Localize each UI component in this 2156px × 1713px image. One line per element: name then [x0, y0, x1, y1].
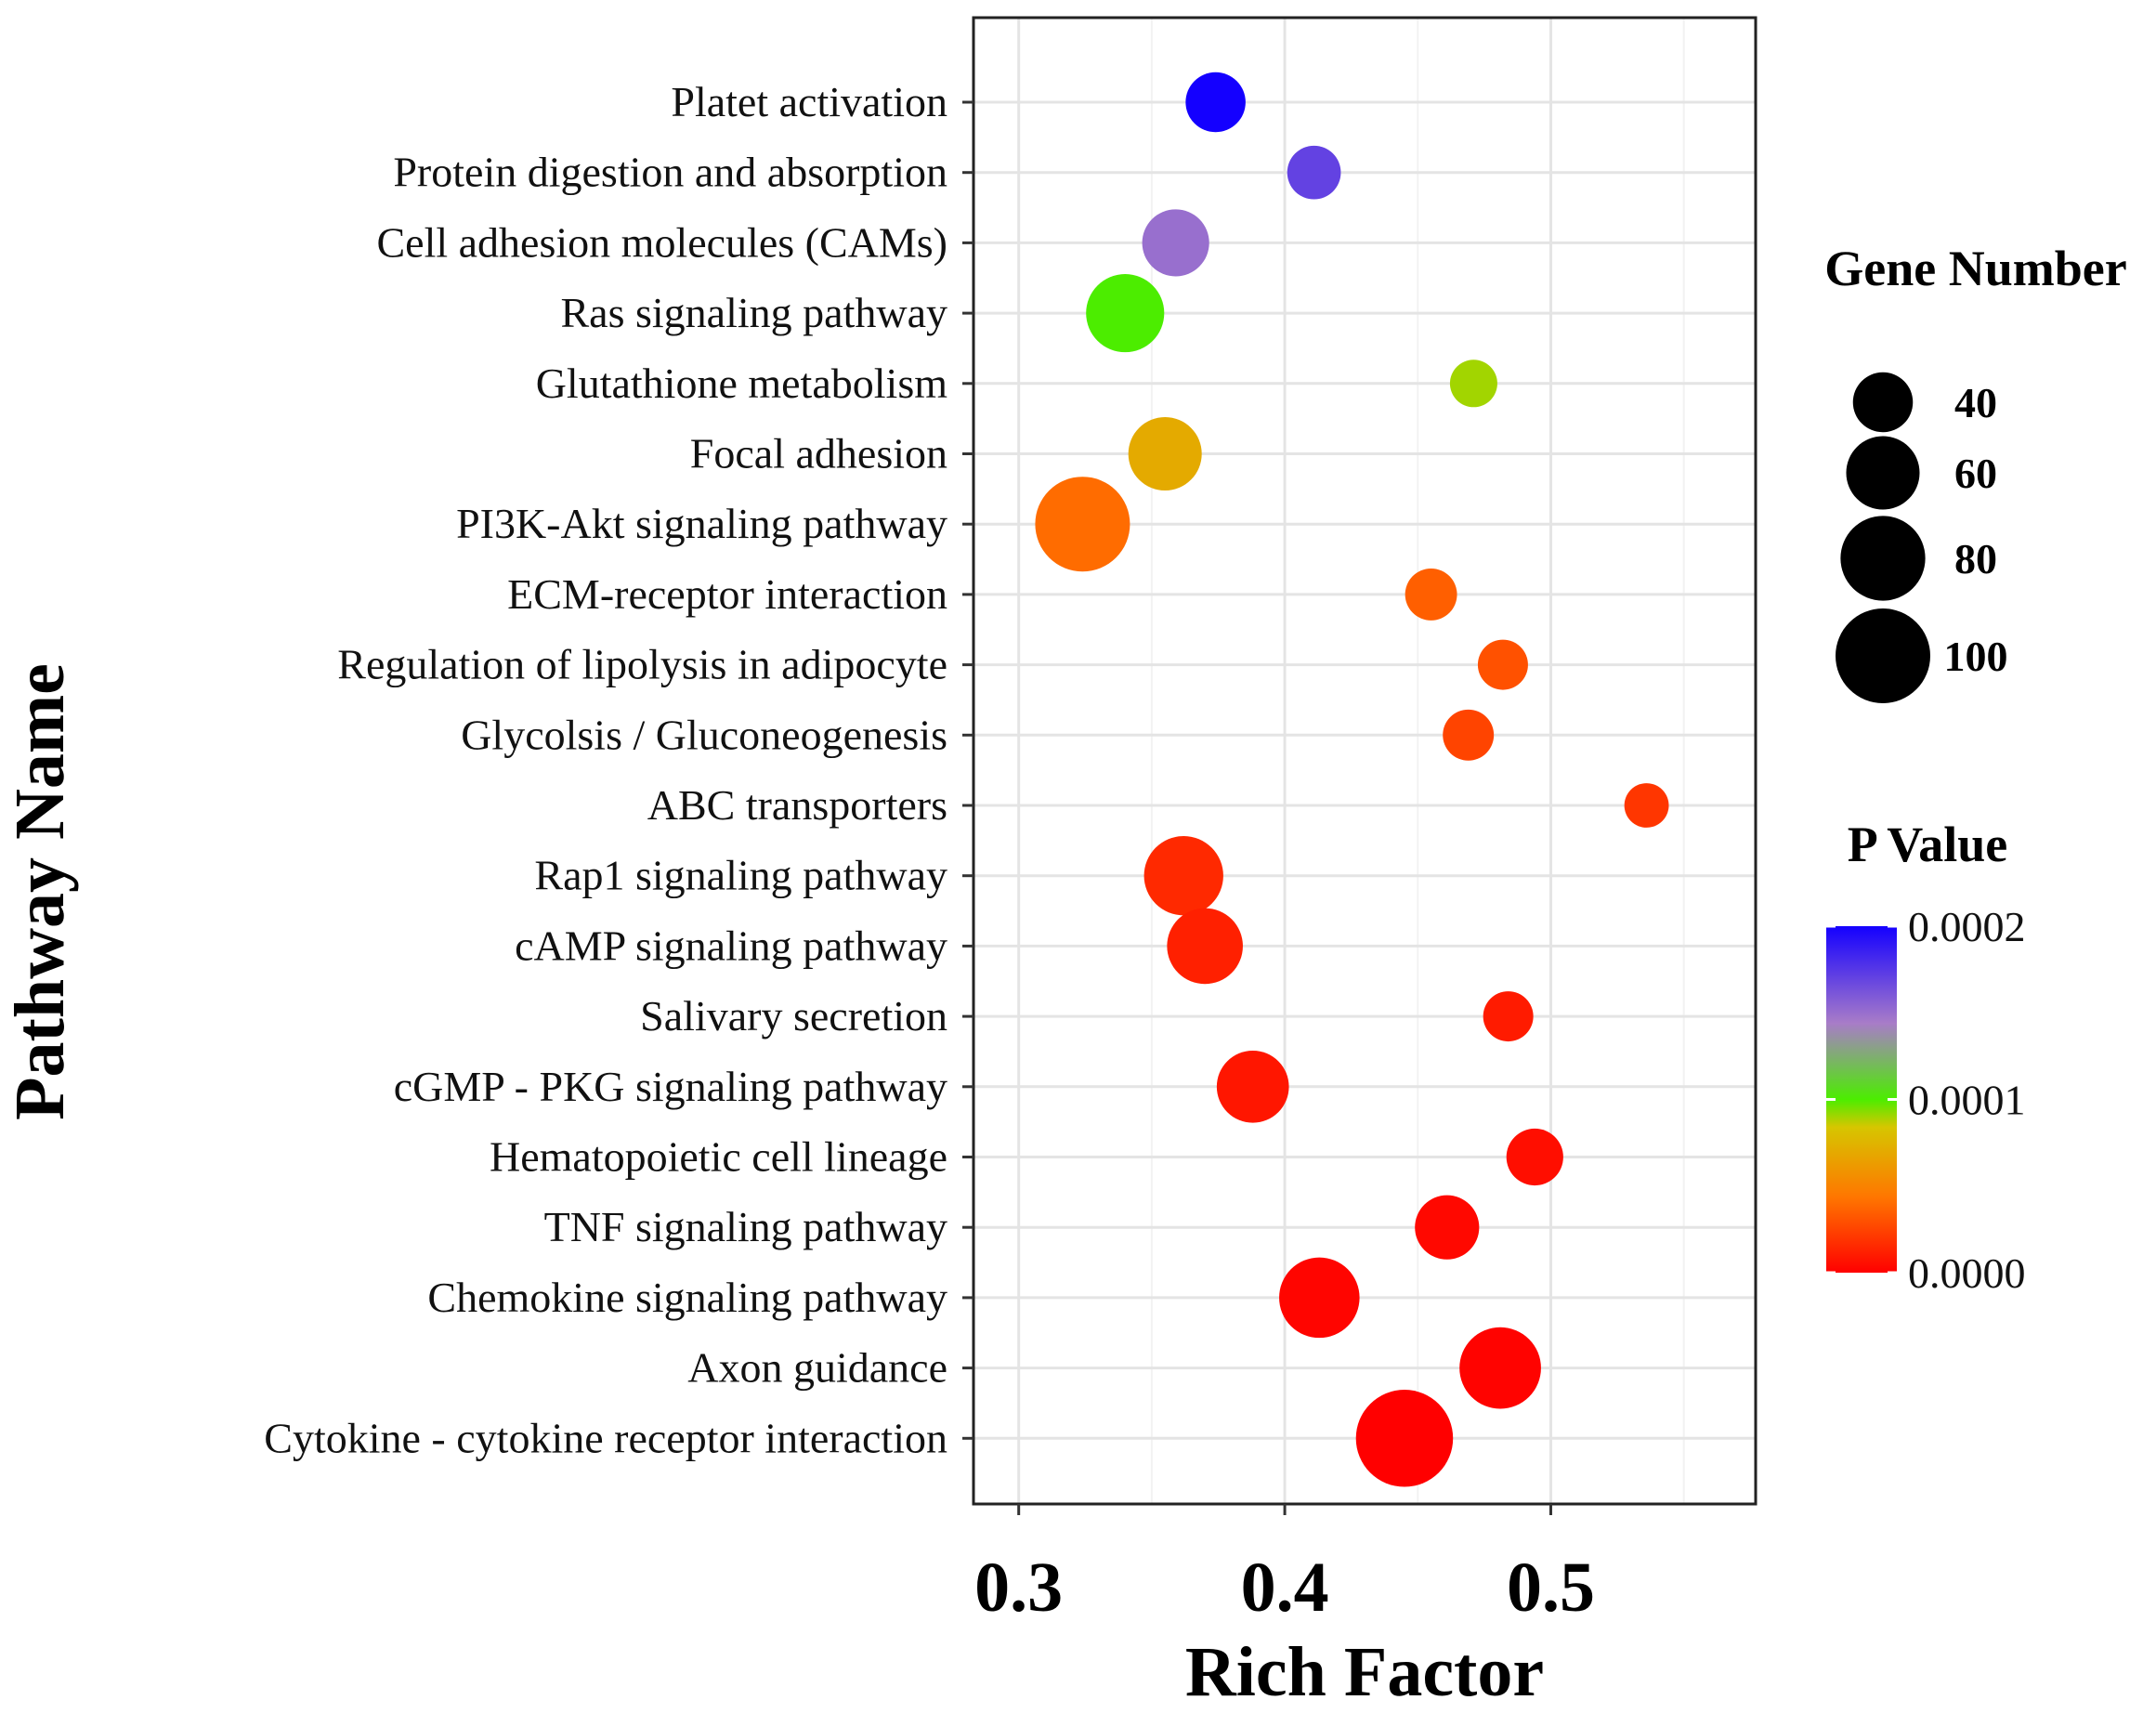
data-point: [1167, 908, 1243, 985]
data-point: [1142, 209, 1209, 277]
gene-number-legend: Gene Number 40 60 80 100: [1824, 241, 2127, 703]
data-point: [1086, 274, 1165, 353]
data-point: [1449, 360, 1497, 408]
size-legend-circle: [1846, 436, 1920, 510]
size-legend-label: 80: [1954, 535, 1997, 582]
y-axis-title: Pathway Name: [1, 663, 79, 1120]
y-tick-label: Glutathione metabolism: [536, 360, 948, 407]
data-point: [1185, 72, 1246, 133]
y-axis: Platet activation Protein digestion and a…: [264, 78, 973, 1461]
size-legend-circle: [1840, 516, 1926, 601]
y-tick-label: Protein digestion and absorption: [393, 149, 947, 196]
y-tick-label: Platet activation: [671, 78, 947, 125]
y-tick-label: TNF signaling pathway: [544, 1203, 947, 1250]
y-tick-label: Focal adhesion: [690, 430, 947, 477]
x-tick-label: 0.4: [1241, 1549, 1329, 1627]
y-tick-label: PI3K-Akt signaling pathway: [456, 500, 947, 547]
size-legend-label: 60: [1954, 450, 1997, 497]
data-point: [1128, 416, 1202, 491]
data-point: [1415, 1195, 1480, 1260]
data-point: [1287, 145, 1341, 200]
data-point: [1035, 477, 1130, 572]
data-point: [1405, 568, 1457, 621]
data-point: [1143, 836, 1223, 916]
size-legend-circle: [1836, 608, 1930, 703]
color-legend-label: 0.0000: [1908, 1249, 2026, 1297]
x-tick-label: 0.5: [1507, 1549, 1595, 1627]
y-tick-label: Rap1 signaling pathway: [534, 852, 947, 899]
y-tick-label: Regulation of lipolysis in adipocyte: [337, 641, 947, 688]
y-tick-label: cAMP signaling pathway: [515, 922, 947, 969]
y-tick-label: cGMP - PKG signaling pathway: [394, 1063, 947, 1110]
data-point: [1459, 1327, 1541, 1409]
y-tick-label: ECM-receptor interaction: [507, 570, 947, 618]
plot-panel-border: [972, 16, 1757, 1506]
y-tick-label: Glycolsis / Gluconeogenesis: [461, 711, 947, 758]
color-legend-label: 0.0002: [1908, 903, 2026, 950]
color-legend-title: P Value: [1848, 817, 2008, 872]
size-legend-title: Gene Number: [1824, 241, 2126, 296]
y-tick-label: Cytokine - cytokine receptor interaction: [264, 1414, 947, 1461]
y-tick-label: Chemokine signaling pathway: [427, 1274, 947, 1321]
x-axis: 0.3 0.4 0.5: [974, 1504, 1595, 1627]
x-axis-title: Rich Factor: [1185, 1633, 1544, 1708]
size-legend-circle: [1852, 372, 1914, 433]
size-legend-label: 40: [1954, 379, 1997, 426]
data-point: [1355, 1390, 1454, 1487]
y-tick-label: Hematopoietic cell lineage: [490, 1133, 947, 1181]
size-legend-label: 100: [1944, 633, 2008, 680]
data-point: [1216, 1050, 1289, 1123]
data-point: [1483, 991, 1534, 1042]
grid-lines: [973, 18, 1756, 1504]
data-point: [1477, 639, 1528, 690]
x-tick-label: 0.3: [974, 1549, 1063, 1627]
data-point: [1443, 709, 1495, 761]
y-tick-label: Axon guidance: [687, 1344, 947, 1392]
data-point: [1624, 783, 1669, 828]
p-value-colorbar: [1826, 926, 1897, 1273]
data-point: [1279, 1257, 1360, 1339]
y-tick-label: Ras signaling pathway: [561, 289, 948, 336]
y-tick-label: ABC transporters: [647, 781, 947, 829]
data-point: [1506, 1128, 1563, 1186]
data-points: [1035, 72, 1669, 1487]
y-tick-label: Salivary secretion: [640, 992, 947, 1040]
plot-panel: [973, 18, 1756, 1504]
p-value-legend: P Value 0.0002 0.0001 0.0000: [1826, 817, 2026, 1297]
color-legend-label: 0.0001: [1908, 1077, 2026, 1124]
y-tick-label: Cell adhesion molecules (CAMs): [376, 218, 947, 266]
